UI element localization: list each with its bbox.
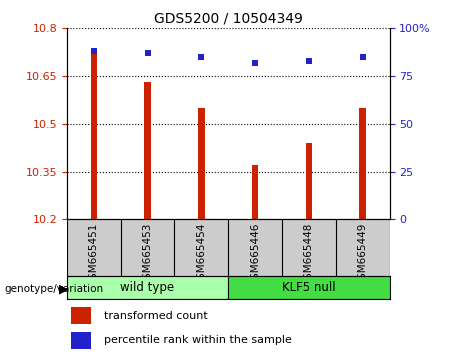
Bar	[90, 54, 97, 219]
Bar	[252, 165, 258, 219]
Title: GDS5200 / 10504349: GDS5200 / 10504349	[154, 12, 302, 26]
Bar	[71, 332, 91, 348]
Bar	[71, 307, 91, 324]
Point	[90, 48, 97, 54]
Bar	[228, 276, 390, 299]
Text: transformed count: transformed count	[104, 310, 207, 321]
Text: GSM665446: GSM665446	[250, 222, 260, 286]
Point	[198, 54, 205, 60]
Text: wild type: wild type	[120, 281, 175, 294]
Text: GSM665453: GSM665453	[142, 222, 153, 286]
Text: GSM665454: GSM665454	[196, 222, 207, 286]
Text: GSM665451: GSM665451	[89, 222, 99, 286]
Bar	[198, 108, 205, 219]
Text: GSM665448: GSM665448	[304, 222, 314, 286]
Text: GSM665449: GSM665449	[358, 222, 368, 286]
Text: genotype/variation: genotype/variation	[5, 284, 104, 293]
Text: KLF5 null: KLF5 null	[282, 281, 336, 294]
Point	[251, 60, 259, 65]
Point	[144, 50, 151, 56]
Bar	[67, 276, 228, 299]
Point	[359, 54, 366, 60]
Point	[305, 58, 313, 64]
Text: percentile rank within the sample: percentile rank within the sample	[104, 335, 292, 345]
Text: ▶: ▶	[59, 282, 69, 295]
Bar	[306, 143, 312, 219]
Bar	[360, 108, 366, 219]
Bar	[144, 82, 151, 219]
